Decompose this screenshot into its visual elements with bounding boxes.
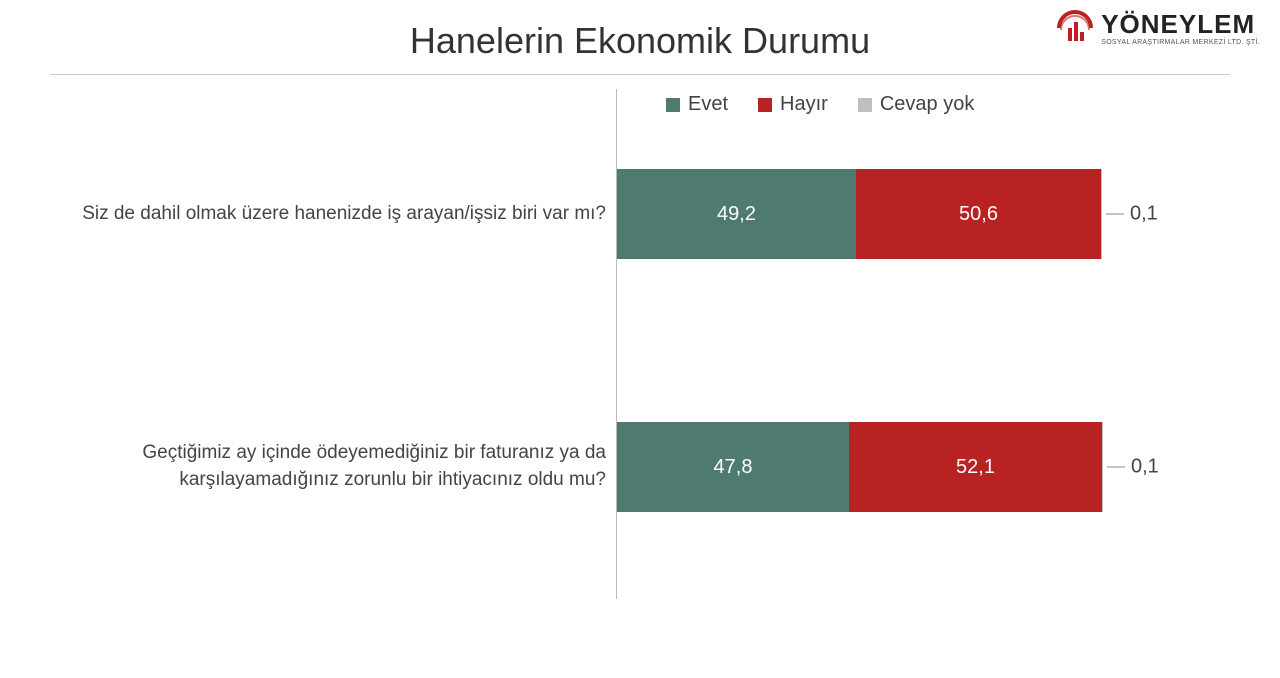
bar-segment-cevap_yok bbox=[1101, 169, 1102, 259]
bar-value-hayir: 50,6 bbox=[959, 203, 998, 226]
bar-value-outer-cevap_yok: 0,1 bbox=[1107, 456, 1159, 479]
bar-value-text-cevap_yok: 0,1 bbox=[1130, 203, 1158, 226]
legend-swatch-evet bbox=[666, 98, 680, 112]
legend-item-cevap_yok: Cevap yok bbox=[858, 93, 975, 116]
bar-segment-hayir: 50,6 bbox=[856, 169, 1101, 259]
bar-value-evet: 47,8 bbox=[714, 456, 753, 479]
chart-row: Siz de dahil olmak üzere hanenizde iş ar… bbox=[50, 169, 1230, 259]
legend-label-cevap_yok: Cevap yok bbox=[880, 93, 975, 116]
legend-item-hayir: Hayır bbox=[758, 93, 828, 116]
bar-value-hayir: 52,1 bbox=[956, 456, 995, 479]
legend-item-evet: Evet bbox=[666, 93, 728, 116]
legend-label-hayir: Hayır bbox=[780, 93, 828, 116]
bar-segment-evet: 47,8 bbox=[617, 422, 849, 512]
question-label: Geçtiğimiz ay içinde ödeyemediğiniz bir … bbox=[60, 440, 606, 493]
bar-value-text-cevap_yok: 0,1 bbox=[1131, 456, 1159, 479]
bar-value-evet: 49,2 bbox=[717, 203, 756, 226]
title-rule bbox=[50, 74, 1230, 75]
question-label: Siz de dahil olmak üzere hanenizde iş ar… bbox=[60, 201, 606, 228]
legend-swatch-hayir bbox=[758, 98, 772, 112]
logo-text: YÖNEYLEM SOSYAL ARAŞTIRMALAR MERKEZİ LTD… bbox=[1101, 11, 1260, 46]
logo-main: YÖNEYLEM bbox=[1101, 11, 1260, 37]
bar-segment-cevap_yok bbox=[1102, 422, 1103, 512]
chart-row: Geçtiğimiz ay içinde ödeyemediğiniz bir … bbox=[50, 422, 1230, 512]
chart-page: YÖNEYLEM SOSYAL ARAŞTIRMALAR MERKEZİ LTD… bbox=[0, 0, 1280, 678]
bar-group: 47,8 52,1 bbox=[617, 422, 1103, 512]
brand-logo: YÖNEYLEM SOSYAL ARAŞTIRMALAR MERKEZİ LTD… bbox=[1055, 8, 1260, 48]
bar-value-outer-cevap_yok: 0,1 bbox=[1106, 203, 1158, 226]
logo-sub: SOSYAL ARAŞTIRMALAR MERKEZİ LTD. ŞTİ. bbox=[1101, 39, 1260, 46]
logo-icon bbox=[1055, 8, 1095, 48]
leader-line bbox=[1107, 467, 1125, 468]
chart-area: Evet Hayır Cevap yok Siz de dahil olmak üz… bbox=[50, 89, 1230, 609]
legend-label-evet: Evet bbox=[688, 93, 728, 116]
y-axis-line bbox=[616, 89, 617, 599]
legend-swatch-cevap_yok bbox=[858, 98, 872, 112]
chart-title: Hanelerin Ekonomik Durumu bbox=[50, 0, 1230, 74]
legend: Evet Hayır Cevap yok bbox=[666, 93, 974, 116]
bar-segment-evet: 49,2 bbox=[617, 169, 856, 259]
bar-group: 49,2 50,6 bbox=[617, 169, 1102, 259]
bar-segment-hayir: 52,1 bbox=[849, 422, 1102, 512]
leader-line bbox=[1106, 214, 1124, 215]
